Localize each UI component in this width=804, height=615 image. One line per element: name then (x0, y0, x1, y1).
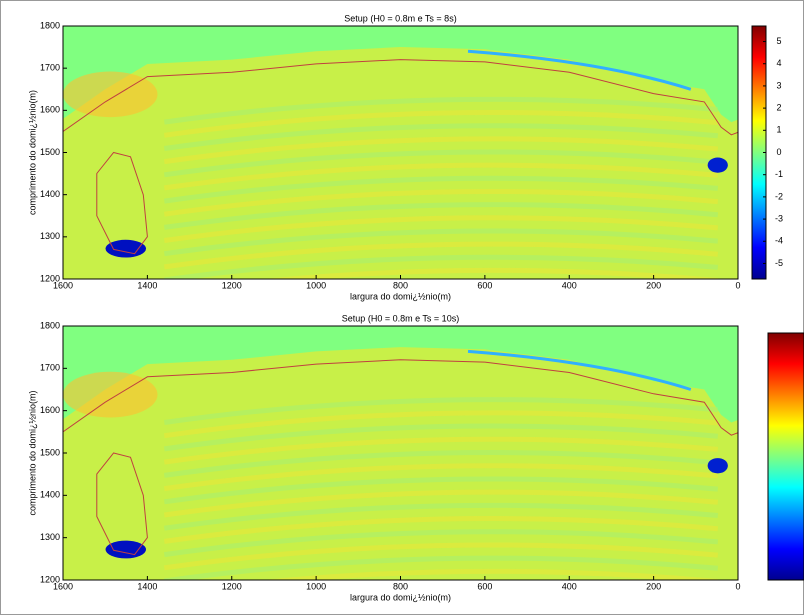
shore-blue (467, 49, 692, 91)
x-tick-label: 400 (562, 280, 577, 290)
wave-crest (163, 529, 719, 558)
y-tick-label: 1300 (40, 231, 60, 241)
island-low (105, 540, 147, 559)
x-tick-label: 1400 (137, 581, 157, 591)
colorbar-tick-label: -3 (775, 213, 783, 223)
wave-crest (163, 96, 719, 125)
x-tick-label: 1600 (53, 280, 73, 290)
corner-low (707, 458, 728, 474)
island-outline (96, 452, 148, 556)
field (63, 26, 738, 279)
wave-crest (163, 175, 719, 204)
wave-crest (163, 241, 719, 270)
x-tick-label: 1000 (306, 581, 326, 591)
field (63, 326, 738, 580)
x-tick-label: 1200 (222, 280, 242, 290)
wave-crest (163, 436, 719, 465)
x-tick-label: 400 (562, 581, 577, 591)
wave-crest (163, 215, 719, 243)
wave-crest (262, 267, 719, 279)
wave-crest (163, 228, 719, 257)
x-tick-label: 1400 (137, 280, 157, 290)
y-tick-label: 1700 (40, 363, 60, 373)
y-tick-label: 1800 (40, 20, 60, 30)
colorbar-tick-label: 0 (776, 147, 781, 157)
wave-crest (163, 162, 719, 191)
y-tick-label: 1200 (40, 273, 60, 283)
y-tick-label: 1500 (40, 447, 60, 457)
wave-crest (163, 463, 719, 492)
y-tick-label: 1600 (40, 405, 60, 415)
y-axis-label: comprimento do domi¿½nio(m) (27, 90, 37, 215)
x-tick-label: 800 (393, 581, 408, 591)
colorbar (767, 332, 804, 581)
wave-crest (163, 489, 719, 518)
wave-crest (262, 568, 719, 580)
x-tick-label: 600 (477, 280, 492, 290)
x-tick-label: 1600 (53, 581, 73, 591)
colorbar-tick-label: 2 (776, 102, 781, 112)
shore-blue (467, 349, 692, 391)
colorbar-tick-label: 5 (776, 36, 781, 46)
x-tick-label: 1000 (306, 280, 326, 290)
wave-crest (163, 450, 719, 478)
shoreline (63, 59, 738, 136)
y-tick-label: 1500 (40, 147, 60, 157)
wave-crest (163, 136, 719, 165)
x-axis-label: largura do domi¿½nio(m) (350, 291, 451, 301)
colorbar-tick-label: 3 (776, 80, 781, 90)
colorbar-tick-label: 4 (776, 58, 781, 68)
wave-crest (163, 397, 719, 425)
wave-crest (163, 502, 719, 531)
x-tick-label: 800 (393, 280, 408, 290)
y-tick-label: 1700 (40, 63, 60, 73)
x-tick-label: 600 (477, 581, 492, 591)
hot-zone (63, 71, 158, 118)
wave-crest (163, 188, 719, 217)
wave-crest (163, 254, 719, 279)
x-tick-label: 0 (735, 280, 740, 290)
wave-crest (163, 123, 719, 151)
wave-crest (163, 110, 719, 138)
x-tick-label: 200 (646, 280, 661, 290)
x-tick-label: 200 (646, 581, 661, 591)
island-low (105, 239, 147, 258)
chart-title: Setup (H0 = 0.8m e Ts = 8s) (344, 13, 456, 23)
y-tick-label: 1200 (40, 574, 60, 584)
colorbar-tick-label: -2 (775, 191, 783, 201)
island-outline (96, 151, 148, 255)
wave-crest (163, 542, 719, 571)
corner-low (707, 157, 728, 173)
wave-crest (163, 555, 719, 580)
wave-crest (163, 202, 719, 230)
colorbar-tick-label: 1 (776, 125, 781, 135)
y-tick-label: 1600 (40, 105, 60, 115)
wave-crest (163, 516, 719, 544)
chart-title: Setup (H0 = 0.8m e Ts = 10s) (342, 313, 459, 323)
y-axis-label: comprimento do domi¿½nio(m) (27, 390, 37, 515)
y-tick-label: 1400 (40, 490, 60, 500)
wave-crest (163, 423, 719, 452)
x-axis-label: largura do domi¿½nio(m) (350, 592, 451, 602)
x-tick-label: 1200 (222, 581, 242, 591)
colorbar-tick-label: -1 (775, 169, 783, 179)
colorbar-tick-label: -4 (775, 236, 783, 246)
y-tick-label: 1800 (40, 320, 60, 330)
wave-crest (163, 476, 719, 505)
wave-crest (163, 149, 719, 178)
shoreline (63, 359, 738, 436)
colorbar-tick-label: -5 (775, 258, 783, 268)
y-tick-label: 1400 (40, 189, 60, 199)
y-tick-label: 1300 (40, 532, 60, 542)
wave-crest (163, 410, 719, 439)
hot-zone (63, 371, 158, 418)
x-tick-label: 0 (735, 581, 740, 591)
